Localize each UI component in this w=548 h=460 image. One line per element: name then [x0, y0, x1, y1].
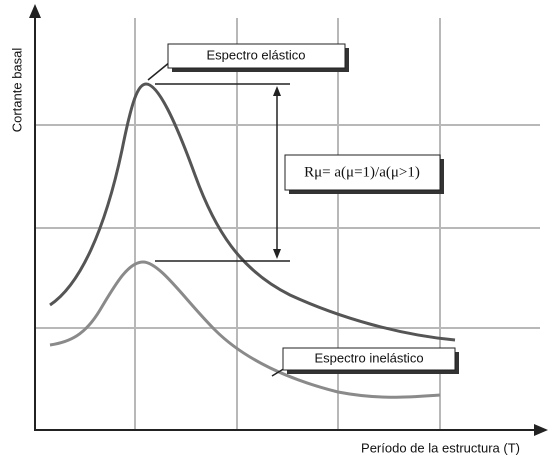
- y-axis-label: Cortante basal: [9, 48, 24, 133]
- grid: [35, 18, 540, 430]
- inelastic-curve: [49, 260, 441, 399]
- label-box: [284, 154, 441, 191]
- ratio-label: Rμ= a(μ=1)/a(μ>1): [304, 164, 420, 180]
- elastic-curve: [49, 82, 456, 342]
- ratio-markers: [147, 61, 291, 377]
- y-arrow: [29, 4, 41, 18]
- label-box: [167, 43, 346, 69]
- axes: [29, 4, 548, 436]
- label-box: [282, 347, 456, 371]
- x-axis-label: Período de la estructura (T): [361, 440, 520, 455]
- inelastic-label: Espectro inelástico: [314, 350, 423, 365]
- x-arrow: [534, 424, 548, 436]
- elastic-label: Espectro elástico: [207, 47, 306, 62]
- pointer: [147, 61, 171, 81]
- arrow-head: [273, 86, 281, 96]
- arrow-head: [273, 249, 281, 259]
